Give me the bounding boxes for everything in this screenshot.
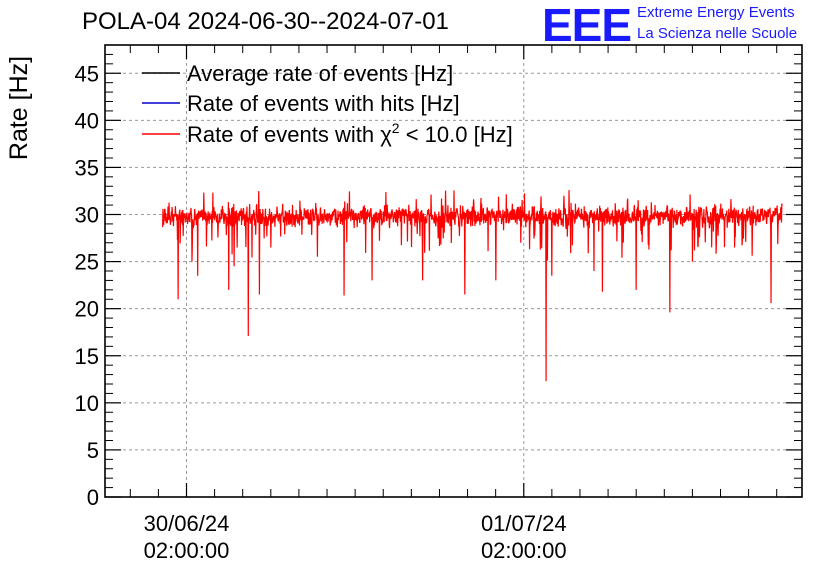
legend-label-avg: Average rate of events [Hz]: [187, 61, 453, 86]
axis-ticks: [105, 44, 802, 498]
series-chi2: [162, 190, 783, 382]
y-tick-label: 40: [75, 108, 99, 133]
legend-label-hits: Rate of events with hits [Hz]: [187, 91, 460, 116]
y-tick-label: 0: [87, 485, 99, 510]
x-tick-label-time: 02:00:00: [144, 538, 230, 563]
y-tick-label: 10: [75, 391, 99, 416]
legend-label-chi2: Rate of events with χ2 < 10.0 [Hz]: [187, 120, 513, 147]
logo-text-line2: La Scienza nelle Scuole: [637, 25, 798, 42]
y-tick-label: 35: [75, 155, 99, 180]
legend: Average rate of events [Hz] Rate of even…: [142, 61, 513, 147]
y-tick-label: 45: [75, 61, 99, 86]
grid-lines: [105, 45, 802, 497]
chart-title: POLA-04 2024-06-30--2024-07-01: [82, 8, 449, 35]
eee-logo: EEE: [542, 0, 632, 51]
y-tick-label: 5: [87, 438, 99, 463]
x-tick-label-time: 02:00:00: [481, 538, 567, 563]
series-line-chi2: [162, 190, 783, 382]
x-tick-label-date: 01/07/24: [481, 511, 567, 536]
y-tick-label: 20: [75, 297, 99, 322]
y-tick-label: 30: [75, 203, 99, 228]
y-tick-label: 15: [75, 344, 99, 369]
y-tick-labels: 0 5 10 15 20 25 30 35 40 45: [75, 61, 99, 510]
y-tick-label: 25: [75, 250, 99, 275]
y-axis-label: Rate [Hz]: [5, 56, 33, 160]
x-tick-label-date: 30/06/24: [144, 511, 230, 536]
logo-text-line1: Extreme Energy Events: [637, 4, 795, 21]
